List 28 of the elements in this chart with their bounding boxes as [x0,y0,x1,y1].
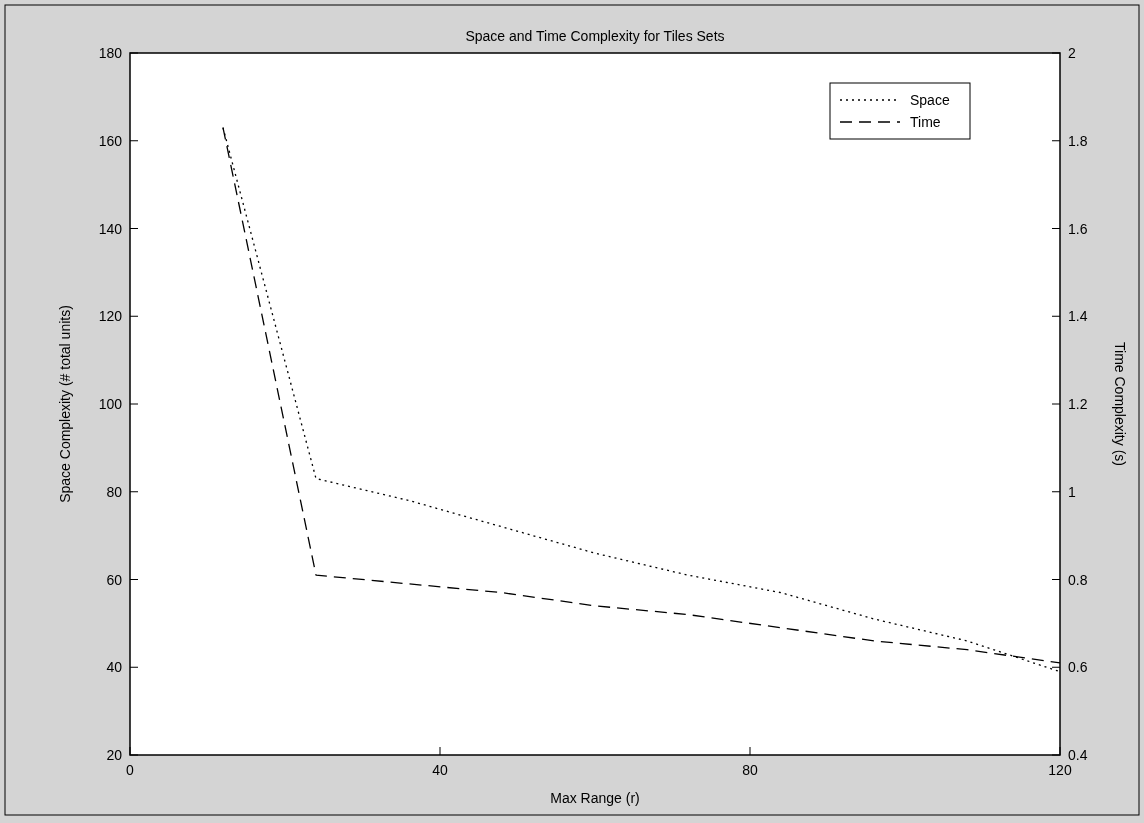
y-tick-label: 180 [98,45,123,61]
x-tick-label: 0 [126,762,135,778]
y-tick-label: 100 [98,396,123,412]
y2-tick-label: 1.4 [1068,308,1088,325]
y2-tick-label: 1.2 [1068,396,1088,412]
y2-tick-label: 0.6 [1068,659,1088,676]
y2-tick-label: 0.4 [1068,747,1088,763]
y-tick-label: 60 [106,571,123,588]
y-tick-label: 80 [106,483,123,500]
y-tick-label: 40 [106,659,123,676]
y2-tick-label: 1.8 [1068,132,1088,149]
y2-tick-label: 2 [1068,45,1076,61]
x-tick-label: 80 [742,762,758,778]
legend-label: Time [910,114,941,130]
y-axis-title: Space Complexity (# total units) [57,305,73,503]
y2-axis-title: Time Complexity (s) [1112,342,1128,466]
legend-label: Space [910,92,950,108]
y2-tick-label: 1.6 [1068,220,1088,237]
y-tick-label: 160 [98,132,123,149]
y2-tick-label: 1 [1068,483,1076,500]
x-tick-label: 40 [432,762,448,778]
x-tick-label: 120 [1048,762,1072,778]
chart-title: Space and Time Complexity for Tiles Sets [465,28,725,44]
y-tick-label: 120 [98,308,123,325]
y-tick-label: 20 [106,747,123,763]
y2-tick-label: 0.8 [1068,571,1088,588]
y-tick-label: 140 [98,220,123,237]
x-axis-title: Max Range (r) [550,790,640,806]
